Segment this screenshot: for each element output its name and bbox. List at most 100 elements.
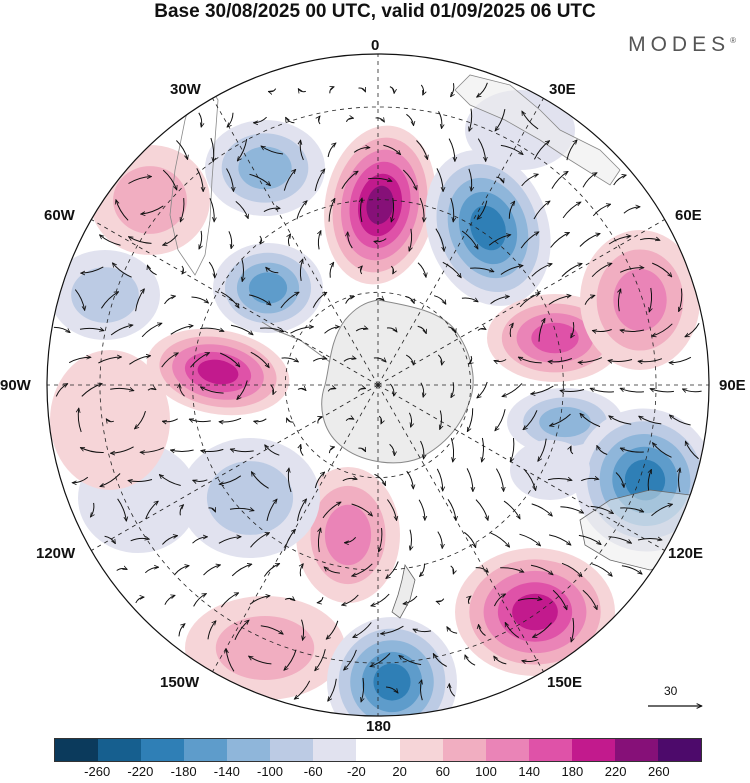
- wind-arrow: [468, 168, 472, 191]
- wind-arrow: [353, 622, 372, 638]
- meridian-line: [377, 384, 544, 672]
- wind-arrow: [345, 418, 354, 422]
- wind-arrow: [638, 358, 663, 362]
- wind-arrow: [531, 385, 554, 394]
- wind-arrow: [300, 564, 303, 577]
- wind-arrow: [106, 419, 114, 422]
- brand-logo: MODES®: [628, 33, 736, 57]
- wind-arrow: [560, 506, 583, 513]
- wind-arrow: [235, 201, 248, 218]
- wind-arrow: [450, 565, 454, 574]
- wind-arrow: [344, 649, 357, 670]
- wind-arrow: [218, 537, 241, 544]
- wind-arrow: [615, 472, 624, 488]
- wind-arrow: [533, 201, 550, 220]
- wind-arrow: [357, 388, 365, 392]
- wind-arrow: [495, 409, 506, 431]
- anomaly-region: [180, 438, 320, 558]
- wind-arrow: [639, 238, 660, 240]
- wind-arrow: [378, 415, 381, 424]
- wind-arrow: [523, 410, 538, 429]
- wind-arrow: [220, 291, 239, 308]
- wind-arrow: [284, 529, 296, 551]
- wind-arrow: [619, 268, 644, 273]
- wind-arrow: [461, 230, 478, 249]
- wind-arrow: [174, 566, 189, 575]
- wind-arrow: [493, 594, 505, 607]
- wind-arrow: [249, 656, 272, 665]
- wind-arrow: [328, 198, 335, 222]
- wind-arrow: [294, 680, 311, 699]
- wind-arrow: [318, 417, 322, 424]
- wind-arrow: [374, 473, 386, 485]
- wind-arrow: [561, 562, 582, 576]
- colorbar-tick-label: 140: [518, 764, 541, 779]
- wind-arrow: [522, 658, 539, 661]
- wind-arrow: [451, 382, 454, 397]
- wind-arrow: [234, 620, 249, 640]
- wind-arrow: [226, 168, 234, 192]
- wind-arrow: [448, 326, 455, 333]
- wind-arrow: [375, 298, 384, 300]
- wind-arrow: [220, 352, 240, 367]
- wind-arrow: [268, 88, 277, 92]
- wind-arrow: [237, 380, 248, 400]
- wind-arrow: [318, 528, 320, 553]
- wind-arrow: [135, 597, 144, 604]
- wind-arrow: [389, 443, 395, 455]
- wind-arrow: [196, 168, 203, 191]
- wind-arrow: [164, 595, 175, 605]
- wind-arrow: [358, 448, 365, 452]
- lon-label-90w: 90W: [0, 377, 31, 394]
- wind-arrow: [419, 197, 424, 222]
- wind-arrow: [374, 238, 387, 242]
- wind-arrow: [230, 449, 254, 452]
- wind-arrow: [170, 326, 193, 335]
- wind-arrow: [345, 118, 353, 123]
- wind-arrow: [437, 354, 442, 365]
- colorbar-box: [442, 739, 486, 761]
- anomaly-contour: [50, 350, 170, 490]
- wind-arrow: [447, 627, 458, 634]
- wind-arrow: [613, 175, 627, 186]
- wind-arrow: [326, 620, 339, 639]
- wind-arrow: [342, 478, 357, 482]
- wind-arrow: [227, 112, 234, 127]
- anomaly-layer: [50, 90, 709, 716]
- meridian-line: [91, 219, 379, 386]
- wind-arrow: [193, 479, 208, 482]
- wind-arrow: [391, 197, 393, 222]
- lon-label-30w: 30W: [170, 81, 201, 98]
- wind-vectors: [53, 82, 702, 702]
- wind-arrow: [420, 680, 422, 701]
- wind-arrow: [518, 357, 542, 364]
- wind-arrow: [379, 528, 383, 552]
- wind-arrow: [608, 536, 632, 544]
- wind-arrow: [652, 262, 672, 277]
- wind-arrow: [387, 499, 396, 521]
- wind-arrow: [104, 535, 116, 543]
- wind-arrow: [220, 592, 238, 608]
- wind-arrow: [538, 438, 547, 462]
- lon-label-120e: 120E: [668, 545, 704, 562]
- wind-arrow: [253, 116, 267, 123]
- colorbar-box: [227, 739, 271, 761]
- wind-arrow: [620, 447, 644, 453]
- map-border: [46, 53, 710, 717]
- wind-arrow: [342, 594, 359, 605]
- wind-arrow: [344, 536, 357, 542]
- wind-arrow: [469, 108, 472, 132]
- wind-arrow: [327, 143, 336, 158]
- wind-arrow: [203, 565, 221, 576]
- colorbar-tick-label: 60: [435, 764, 451, 779]
- wind-arrow: [621, 565, 642, 574]
- wind-arrow: [182, 265, 184, 274]
- wind-arrow: [417, 325, 427, 333]
- wind-arrow: [566, 140, 577, 161]
- wind-arrow: [129, 237, 152, 244]
- wind-arrow: [110, 325, 133, 336]
- wind-arrow: [550, 232, 570, 248]
- wind-arrow: [192, 537, 208, 544]
- wind-arrow: [637, 539, 662, 541]
- wind-arrow: [341, 171, 358, 190]
